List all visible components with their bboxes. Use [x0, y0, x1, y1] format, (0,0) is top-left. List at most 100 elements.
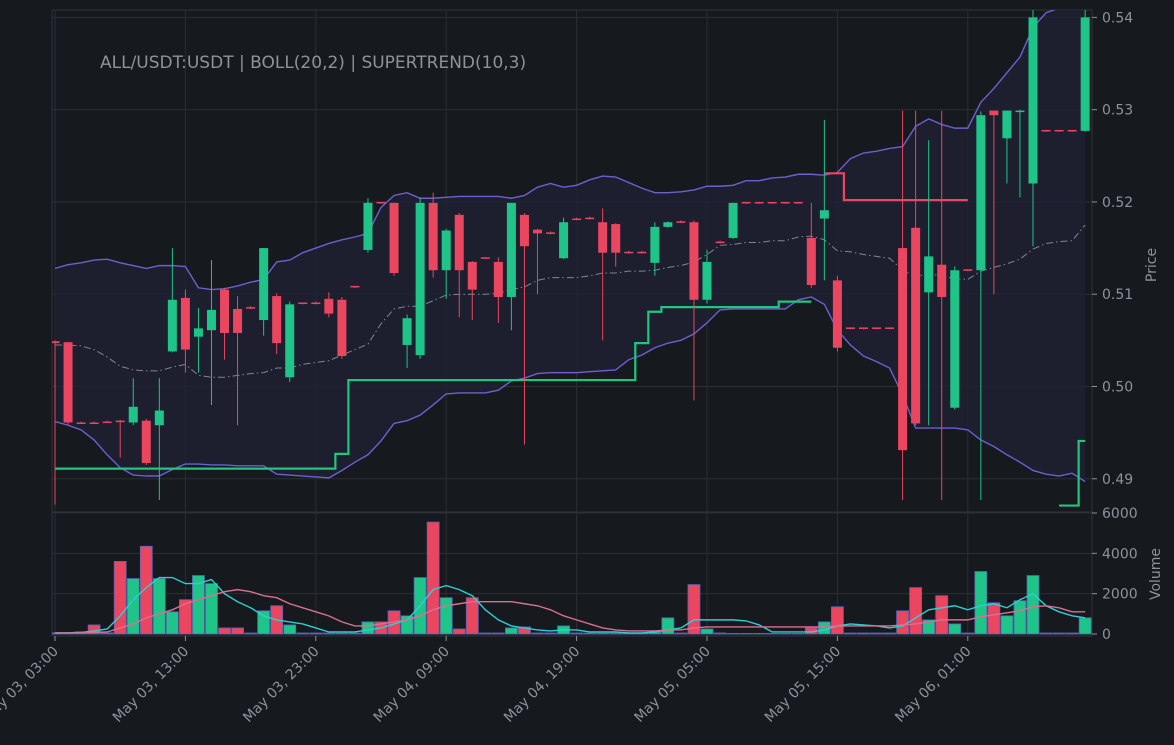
candle-body [193, 328, 203, 337]
volume-bar [922, 619, 936, 635]
volume-bar [192, 575, 205, 635]
volume-bar [296, 632, 310, 635]
volume-bar [765, 632, 779, 635]
candle-body [454, 214, 464, 271]
volume-bar [896, 610, 909, 635]
candle-body [741, 201, 751, 204]
line [54, 576, 1086, 634]
candle-body [220, 289, 230, 333]
volume-bar [231, 627, 244, 635]
candle-body [1002, 110, 1012, 139]
candle-body [246, 307, 256, 309]
volume-bar [478, 632, 492, 635]
volume-bar [961, 632, 975, 635]
candle-body [350, 285, 360, 288]
candle-body [819, 210, 829, 219]
candle-body [611, 224, 621, 253]
candle-body [950, 270, 960, 408]
y-tick-label: 0.53 [1102, 103, 1133, 119]
volume-bar [596, 632, 610, 635]
volume-bar [700, 628, 714, 635]
volume-bar [870, 632, 883, 635]
volume-bar [1039, 632, 1053, 635]
candle-body [519, 214, 529, 247]
candle-body [337, 299, 347, 357]
volume-bar [909, 587, 923, 635]
volume-bar [518, 626, 531, 635]
candle-body [754, 201, 764, 204]
volume-bar [752, 632, 766, 635]
volume-bar [309, 632, 323, 635]
candle-body [206, 309, 216, 331]
candle-body [415, 202, 425, 356]
volume-bar [244, 632, 258, 635]
candle-body [128, 406, 138, 423]
candle-body [637, 251, 647, 254]
volume-bar [570, 632, 583, 635]
candle-body [924, 256, 934, 293]
candle-body [141, 420, 151, 464]
candle-body [506, 202, 516, 297]
candle-body [467, 261, 477, 290]
candle-body [298, 302, 308, 305]
candle-body [259, 248, 269, 321]
candle-body [585, 217, 595, 220]
volume-bar [113, 561, 127, 635]
candle-body [167, 299, 177, 352]
candle-body [89, 422, 99, 424]
candle-body [689, 222, 699, 300]
band-fill [55, 10, 1086, 482]
volume-bar [713, 632, 727, 635]
volume-bar [504, 627, 518, 635]
candle-body [976, 115, 986, 271]
volume-bar [935, 595, 949, 635]
volume-bar [205, 583, 218, 635]
candle-body [1080, 17, 1090, 131]
candle-body [780, 201, 790, 204]
volume-bar [283, 624, 297, 635]
candle-body [885, 327, 895, 329]
candle-body [911, 227, 921, 424]
volume-plot [52, 521, 1092, 635]
y-tick-label: 6000 [1102, 506, 1138, 522]
price-plot [52, 10, 1090, 507]
candle-body [676, 221, 686, 223]
volume-panel [51, 511, 1093, 637]
candle-body [559, 222, 569, 259]
volume-bar [165, 611, 179, 635]
candle-body [532, 229, 542, 234]
candle-body [102, 421, 112, 424]
candle-body [598, 222, 608, 253]
candle-body [324, 298, 334, 314]
volume-bar [778, 632, 792, 635]
volume-bar [426, 521, 440, 635]
candle-body [989, 110, 999, 116]
candle-body [52, 341, 60, 344]
volume-bar [544, 632, 557, 635]
volume-bar [361, 621, 375, 635]
chart-title: ALL/USDT:USDT | BOLL(20,2) | SUPERTREND(… [100, 53, 526, 73]
y-tick-label: 0.49 [1102, 472, 1133, 488]
candle-body [311, 302, 321, 305]
candle-body [715, 241, 725, 244]
volume-bar [831, 606, 844, 635]
candle-body [154, 410, 164, 426]
candle-body [363, 202, 373, 250]
candle-body [793, 201, 803, 204]
candle-body [1054, 129, 1064, 132]
candle-body [845, 327, 855, 329]
candle-body [285, 304, 295, 378]
candle-body [832, 280, 842, 348]
candle-body [872, 327, 882, 329]
candle-body [389, 202, 399, 273]
candle-body [650, 226, 660, 263]
candle-body [728, 202, 738, 238]
candle-body [1067, 129, 1077, 132]
volume-bar [178, 599, 192, 635]
line [824, 172, 968, 202]
y-tick-label: 0.54 [1102, 10, 1133, 26]
candle-body [858, 327, 868, 329]
volume-bar [857, 632, 870, 635]
